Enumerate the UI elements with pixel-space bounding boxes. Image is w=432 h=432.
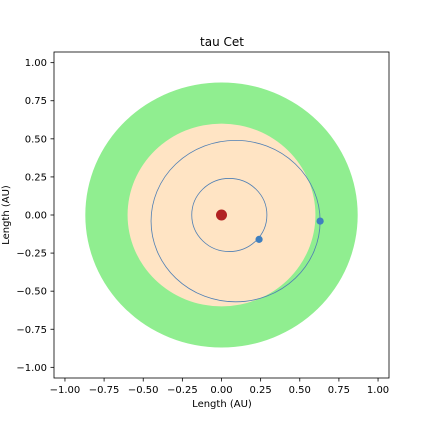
- star-point: [216, 209, 227, 221]
- x-tick-label: 1.00: [367, 385, 389, 396]
- x-tick-label: 0.75: [328, 385, 350, 396]
- planet-point-1: [255, 235, 263, 243]
- y-tick-label: −0.25: [16, 249, 47, 260]
- y-tick-label: −1.00: [16, 363, 47, 374]
- x-tick-label: −0.50: [128, 385, 159, 396]
- y-axis-label: Length (AU): [1, 185, 12, 245]
- x-tick-label: −0.25: [167, 385, 198, 396]
- planet-point-2: [316, 217, 324, 225]
- y-axis-ticks: −1.00 −0.75 −0.50 −0.25 0.00 0.25 0.50 0.75 1.00: [16, 58, 54, 374]
- x-tick-label: 0.50: [289, 385, 311, 396]
- x-axis-ticks: −1.00 −0.75 −0.50 −0.25 0.00 0.25 0.50 0.75 1.00: [50, 378, 389, 396]
- plot-area: [85, 82, 358, 348]
- y-tick-label: 0.50: [25, 134, 47, 145]
- chart-title: tau Cet: [200, 35, 244, 49]
- orbit-path-1: [191, 178, 268, 252]
- y-tick-label: 0.25: [25, 172, 47, 183]
- y-tick-label: −0.75: [16, 325, 47, 336]
- x-tick-label: −0.75: [89, 385, 120, 396]
- y-tick-label: 0.00: [25, 211, 47, 222]
- x-tick-label: −1.00: [50, 385, 81, 396]
- y-tick-label: 0.75: [25, 96, 47, 107]
- x-tick-label: 0.25: [250, 385, 272, 396]
- y-tick-label: 1.00: [25, 58, 47, 69]
- y-tick-label: −0.50: [16, 287, 47, 298]
- x-tick-label: 0.00: [210, 385, 232, 396]
- x-axis-label: Length (AU): [192, 399, 252, 410]
